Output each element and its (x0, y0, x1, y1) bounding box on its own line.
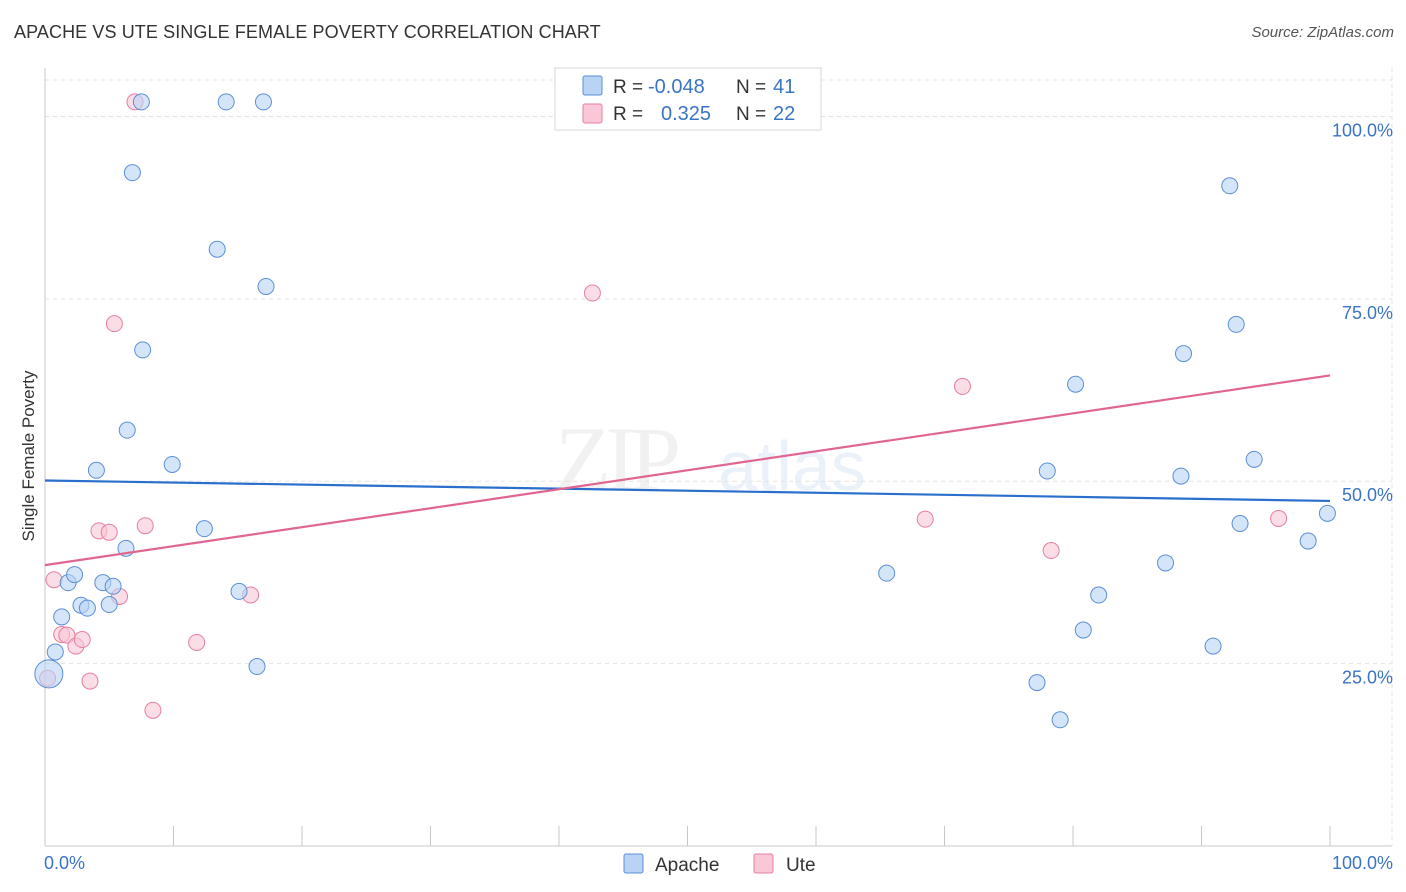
point-apache (1090, 586, 1108, 604)
point-apache (87, 461, 105, 479)
series-apache (34, 93, 1336, 729)
source-label: Source: ZipAtlas.com (1251, 24, 1394, 41)
point-ute (953, 377, 971, 395)
point-apache (78, 599, 96, 617)
point-apache (100, 596, 118, 614)
y-tick-label: 25.0% (1342, 668, 1393, 688)
trend-line-ute (44, 374, 1331, 567)
watermark: ZIP atlas (555, 408, 866, 510)
point-apache (34, 659, 64, 689)
bottom-legend-swatch-apache (623, 853, 644, 874)
point-apache (134, 341, 152, 359)
bottom-legend-label-ute: Ute (786, 855, 816, 876)
series-legend: Apache Ute (623, 853, 816, 876)
point-ute (45, 571, 63, 589)
point-apache (132, 93, 150, 111)
point-apache (104, 577, 122, 595)
tick-labels: 25.0% 50.0% 75.0% 100.0% 0.0% 100.0% (44, 120, 1393, 873)
trend-lines (44, 374, 1331, 567)
point-apache (1157, 554, 1175, 572)
legend-n-label-ute: N = (736, 104, 766, 125)
y-tick-label: 50.0% (1342, 485, 1393, 505)
point-ute (105, 315, 123, 333)
point-apache (46, 643, 64, 661)
y-tick-label: 75.0% (1342, 303, 1393, 323)
point-apache (195, 520, 213, 538)
point-ute (144, 701, 162, 719)
point-ute (1270, 509, 1288, 527)
legend-r-value-ute: 0.325 (661, 103, 711, 125)
watermark-zip: ZIP (555, 408, 678, 510)
point-ute (1042, 542, 1060, 560)
point-apache (1028, 674, 1046, 692)
point-ute (58, 626, 76, 644)
legend-r-label-ute: R = (613, 104, 643, 125)
x-tick-label-max: 100.0% (1332, 853, 1393, 873)
point-ute (188, 633, 206, 651)
bottom-legend-label-apache: Apache (655, 855, 719, 876)
legend-n-label-apache: N = (736, 77, 766, 98)
point-apache (53, 608, 71, 626)
point-apache (257, 277, 275, 295)
point-ute (100, 523, 118, 541)
point-apache (878, 564, 896, 582)
axes (44, 68, 1393, 847)
point-ute (73, 631, 91, 649)
trend-line-apache (44, 479, 1331, 503)
point-apache (208, 240, 226, 258)
point-apache (118, 421, 136, 439)
series-ute (39, 93, 1288, 719)
point-apache (1231, 515, 1249, 533)
point-apache (217, 93, 235, 111)
point-apache (1175, 345, 1193, 363)
point-apache (230, 582, 248, 600)
legend-n-value-apache: 41 (773, 76, 795, 98)
point-apache (163, 455, 181, 473)
correlation-legend: R = -0.048 N = 41 R = 0.325 N = 22 (554, 67, 822, 131)
grid-lines (45, 79, 1392, 665)
bottom-legend-swatch-ute (753, 853, 774, 874)
point-apache (123, 164, 141, 182)
y-tick-label: 100.0% (1332, 120, 1393, 140)
point-apache (1172, 467, 1190, 485)
legend-r-label-apache: R = (613, 77, 643, 98)
legend-swatch-ute (582, 103, 603, 124)
point-apache (248, 658, 266, 676)
point-apache (1067, 375, 1085, 393)
point-ute (916, 510, 934, 528)
legend-r-value-apache: -0.048 (648, 76, 705, 98)
point-ute (81, 672, 99, 690)
point-apache (1299, 532, 1317, 550)
point-apache (1227, 315, 1245, 333)
y-axis-label: Single Female Poverty (19, 370, 38, 542)
point-apache (1318, 504, 1336, 522)
point-ute (136, 517, 154, 535)
chart-title: APACHE VS UTE SINGLE FEMALE POVERTY CORR… (14, 22, 601, 42)
point-ute (583, 284, 601, 302)
point-apache (254, 93, 272, 111)
point-apache (1051, 711, 1069, 729)
point-apache (66, 566, 84, 584)
legend-swatch-apache (582, 75, 603, 96)
point-apache (1038, 462, 1056, 480)
point-apache (1074, 621, 1092, 639)
point-apache (1204, 637, 1222, 655)
point-apache (1245, 450, 1263, 468)
x-tick-label-min: 0.0% (44, 853, 85, 873)
legend-n-value-ute: 22 (773, 103, 795, 125)
point-apache (1221, 177, 1239, 195)
